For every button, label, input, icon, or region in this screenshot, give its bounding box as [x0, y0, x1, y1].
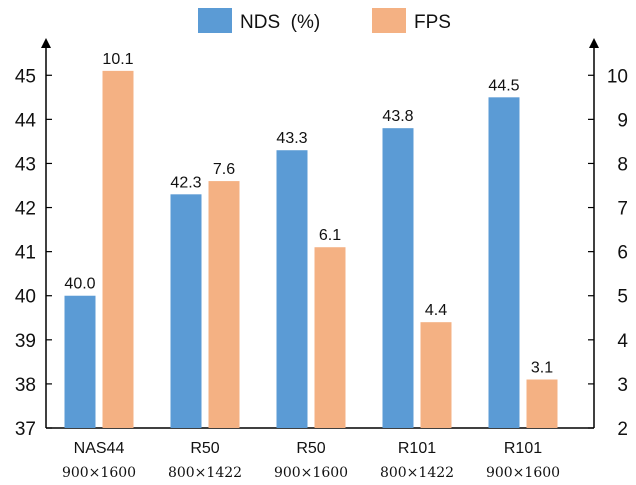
resolution-label: 800×1422 [380, 465, 454, 481]
y-right-tick-label: 9 [617, 110, 628, 131]
bar-fps [526, 379, 558, 428]
bar-nds [488, 97, 520, 429]
y-left-tick-label: 45 [15, 66, 36, 87]
y-left-tick-label: 37 [15, 419, 36, 440]
category-label: R50 [296, 440, 325, 457]
bar-fps [208, 181, 240, 428]
y-right-tick-label: 2 [617, 419, 628, 440]
y-left-tick-label: 38 [15, 375, 36, 396]
data-label-fps: 3.1 [531, 360, 553, 377]
y-left-tick-label: 41 [15, 243, 36, 264]
y-left-tick-label: 43 [15, 154, 36, 175]
y-left-tick-label: 39 [15, 331, 36, 352]
data-label-fps: 7.6 [213, 161, 235, 178]
y-right-tick-label: 5 [617, 287, 628, 308]
y-left-tick-label: 42 [15, 199, 36, 220]
legend-label-nds: NDS (%) [240, 12, 320, 33]
bar-nds [276, 150, 308, 428]
bar-fps [314, 247, 346, 428]
resolution-label: 900×1600 [62, 465, 136, 481]
y-left-tick-label: 44 [15, 110, 37, 131]
y-axis-right-arrow [589, 38, 599, 48]
category-label: R101 [398, 440, 436, 457]
data-label-nds: 43.8 [382, 108, 413, 125]
bar-nds [382, 128, 414, 428]
bar-fps [102, 70, 134, 428]
bar-fps [420, 322, 452, 428]
y-right-tick-label: 7 [617, 199, 628, 220]
bar-nds [64, 295, 96, 428]
data-label-nds: 44.5 [488, 77, 519, 94]
legend-swatch-nds [198, 8, 232, 33]
category-label: R101 [504, 440, 542, 457]
y-left-tick-label: 40 [15, 287, 36, 308]
resolution-label: 800×1422 [168, 465, 242, 481]
legend-label-fps: FPS [414, 12, 451, 33]
y-right-tick-label: 4 [617, 331, 628, 352]
data-label-fps: 4.4 [425, 302, 447, 319]
y-right-tick-label: 10 [607, 66, 628, 87]
legend-swatch-fps [372, 8, 406, 33]
y-axis-left-arrow [41, 38, 51, 48]
bar-nds [170, 194, 202, 428]
category-label: R50 [190, 440, 219, 457]
data-label-nds: 43.3 [276, 130, 307, 147]
resolution-label: 900×1600 [486, 465, 560, 481]
data-label-nds: 42.3 [170, 174, 201, 191]
legend: NDS (%) FPS [198, 8, 451, 33]
data-label-nds: 40.0 [64, 276, 95, 293]
y-right-tick-label: 3 [617, 375, 628, 396]
data-label-fps: 10.1 [102, 51, 133, 68]
resolution-label: 900×1600 [274, 465, 348, 481]
y-right-tick-label: 6 [617, 243, 628, 264]
category-label: NAS44 [74, 440, 125, 457]
bars [64, 70, 558, 429]
data-labels: 40.0 10.1 42.3 7.6 43.3 6.1 43.8 4.4 44.5 3.1 [64, 51, 553, 377]
y-right-tick-label: 8 [617, 154, 628, 175]
category-labels: NAS44 900×1600 R50 800×1422 R50 900×1600 R101 8… [62, 440, 560, 481]
data-label-fps: 6.1 [319, 227, 341, 244]
